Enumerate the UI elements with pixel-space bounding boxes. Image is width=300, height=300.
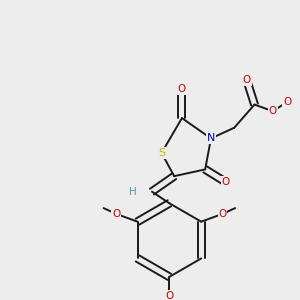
Text: S: S [158,148,165,158]
Text: N: N [207,134,215,143]
Text: O: O [178,84,186,94]
Text: O: O [269,106,277,116]
Text: O: O [218,209,226,219]
Text: H: H [129,187,136,197]
Text: O: O [112,209,120,219]
Text: O: O [221,177,230,187]
Text: O: O [165,291,173,300]
Text: O: O [283,97,292,106]
Text: O: O [243,75,251,85]
